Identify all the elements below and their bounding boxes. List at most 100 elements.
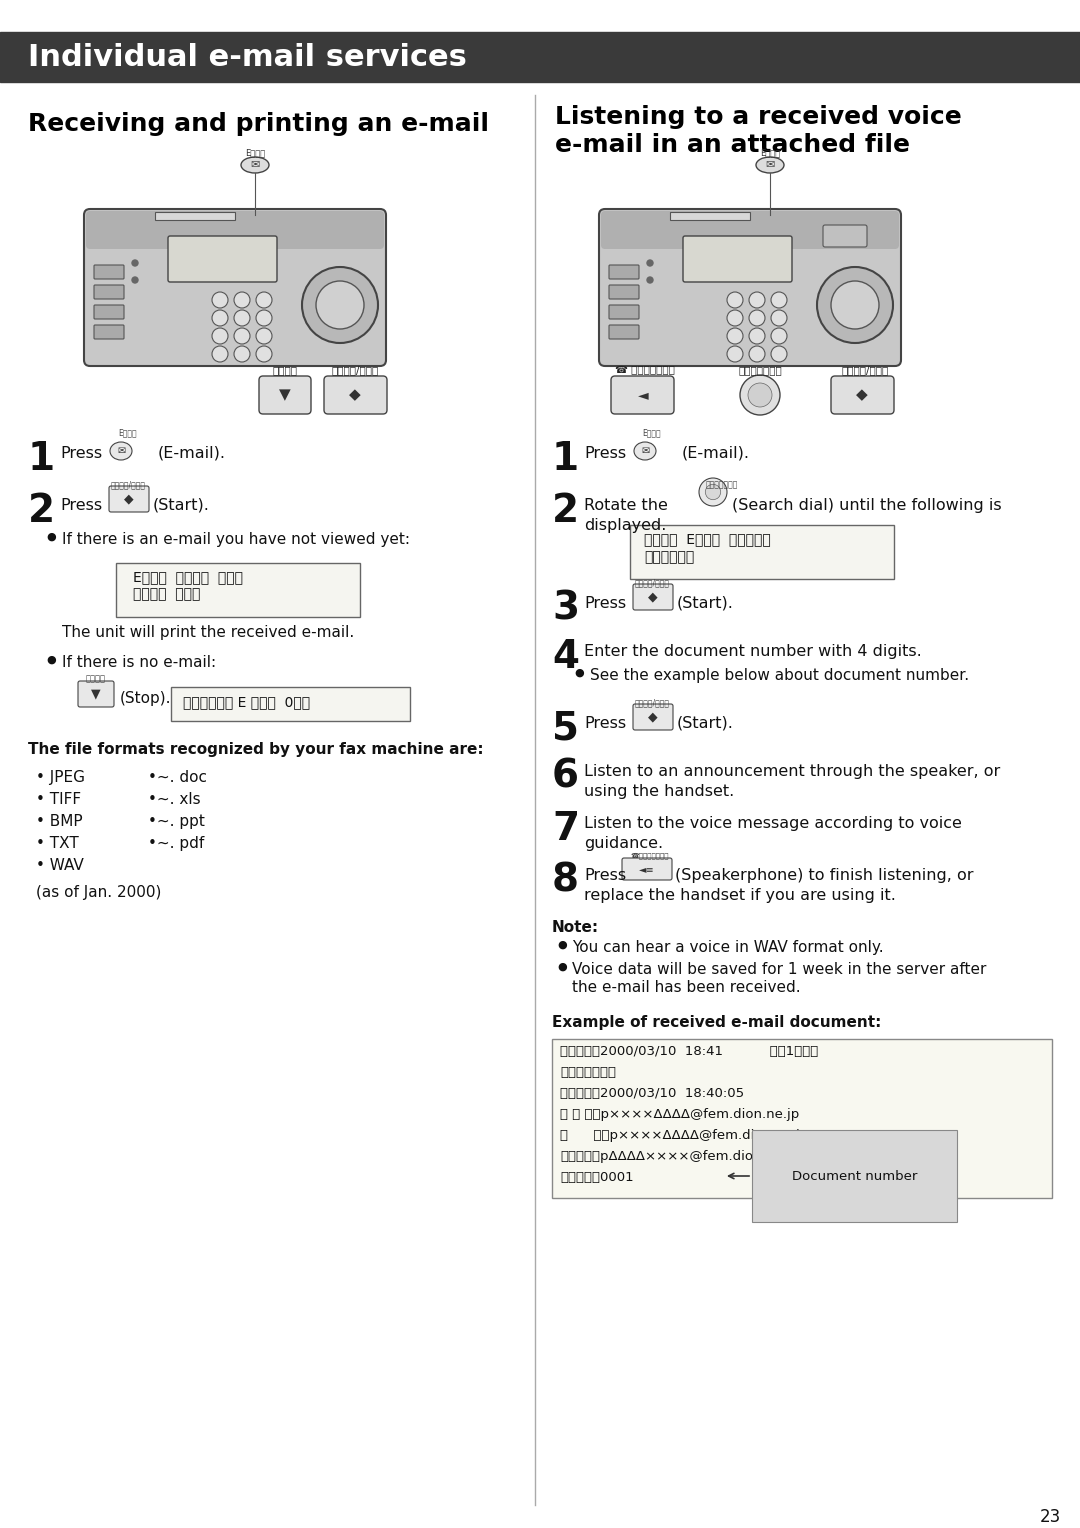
Text: • BMP: • BMP bbox=[36, 814, 83, 830]
Circle shape bbox=[256, 329, 272, 344]
Text: Rotate the: Rotate the bbox=[584, 498, 667, 513]
FancyBboxPatch shape bbox=[609, 264, 639, 280]
Text: ▼: ▼ bbox=[279, 388, 291, 402]
Text: (as of Jan. 2000): (as of Jan. 2000) bbox=[36, 885, 161, 900]
FancyBboxPatch shape bbox=[823, 225, 867, 248]
FancyBboxPatch shape bbox=[633, 704, 673, 730]
FancyBboxPatch shape bbox=[633, 584, 673, 610]
Text: 差 出 人：p××××ΔΔΔΔ@fem.dion.ne.jp: 差 出 人：p××××ΔΔΔΔ@fem.dion.ne.jp bbox=[561, 1108, 799, 1122]
Circle shape bbox=[234, 292, 249, 309]
FancyBboxPatch shape bbox=[630, 526, 894, 579]
Text: ミシ゛ュシン E メール  0ケン: ミシ゛ュシン E メール 0ケン bbox=[183, 695, 310, 709]
Circle shape bbox=[234, 310, 249, 325]
Circle shape bbox=[212, 329, 228, 344]
FancyBboxPatch shape bbox=[94, 264, 124, 280]
Text: スタート/コピー: スタート/コピー bbox=[635, 578, 670, 587]
Circle shape bbox=[727, 310, 743, 325]
Text: Example of received e-mail document:: Example of received e-mail document: bbox=[552, 1015, 881, 1030]
Circle shape bbox=[831, 281, 879, 329]
FancyBboxPatch shape bbox=[609, 286, 639, 299]
Text: ▼: ▼ bbox=[91, 688, 100, 700]
Circle shape bbox=[750, 345, 765, 362]
Text: You can hear a voice in WAV format only.: You can hear a voice in WAV format only. bbox=[572, 940, 883, 955]
Text: オンセイ  Eメール  シ゛ュシン: オンセイ Eメール シ゛ュシン bbox=[644, 532, 771, 545]
Text: Press: Press bbox=[60, 498, 103, 513]
Text: ◆: ◆ bbox=[856, 388, 868, 402]
FancyBboxPatch shape bbox=[94, 286, 124, 299]
Text: 文書番号：0001: 文書番号：0001 bbox=[561, 1170, 634, 1184]
Text: ●: ● bbox=[557, 940, 567, 950]
Text: Press: Press bbox=[60, 446, 103, 461]
Circle shape bbox=[212, 292, 228, 309]
Circle shape bbox=[740, 374, 780, 416]
Text: 宛      先：p××××ΔΔΔΔ@fem.dion.ne.jp: 宛 先：p××××ΔΔΔΔ@fem.dion.ne.jp bbox=[561, 1129, 808, 1141]
FancyBboxPatch shape bbox=[168, 235, 276, 283]
Text: ◆: ◆ bbox=[124, 492, 134, 506]
Circle shape bbox=[750, 292, 765, 309]
Text: ☎ スピーカーホン: ☎ スピーカーホン bbox=[616, 365, 675, 374]
Circle shape bbox=[816, 267, 893, 342]
FancyBboxPatch shape bbox=[831, 376, 894, 414]
Circle shape bbox=[212, 345, 228, 362]
Circle shape bbox=[132, 260, 138, 266]
FancyBboxPatch shape bbox=[611, 376, 674, 414]
Text: 6: 6 bbox=[552, 758, 579, 796]
Text: Receiving and printing an e-mail: Receiving and printing an e-mail bbox=[28, 112, 489, 136]
FancyBboxPatch shape bbox=[600, 211, 899, 249]
Circle shape bbox=[212, 310, 228, 325]
Text: ◆: ◆ bbox=[349, 388, 361, 402]
Text: • WAV: • WAV bbox=[36, 859, 84, 872]
Text: Listen to an announcement through the speaker, or: Listen to an announcement through the sp… bbox=[584, 764, 1000, 779]
Text: ✉: ✉ bbox=[117, 446, 125, 455]
FancyBboxPatch shape bbox=[94, 325, 124, 339]
Circle shape bbox=[234, 345, 249, 362]
Text: 送信日時：2000/03/10  18:40:05: 送信日時：2000/03/10 18:40:05 bbox=[561, 1086, 744, 1100]
Text: ◆: ◆ bbox=[648, 590, 658, 604]
Text: guidance.: guidance. bbox=[584, 836, 663, 851]
FancyBboxPatch shape bbox=[171, 688, 410, 721]
Text: 7: 7 bbox=[552, 810, 579, 848]
Text: Press: Press bbox=[584, 596, 626, 611]
Text: •~. ppt: •~. ppt bbox=[148, 814, 205, 830]
Text: ✉: ✉ bbox=[251, 160, 259, 170]
Text: スタート/コピー: スタート/コピー bbox=[110, 480, 146, 489]
FancyBboxPatch shape bbox=[86, 211, 384, 249]
FancyBboxPatch shape bbox=[84, 209, 386, 367]
Text: ●: ● bbox=[46, 656, 56, 665]
Text: 4: 4 bbox=[552, 639, 579, 675]
Circle shape bbox=[750, 329, 765, 344]
Text: The unit will print the received e-mail.: The unit will print the received e-mail. bbox=[62, 625, 354, 640]
Text: (Speakerphone) to finish listening, or: (Speakerphone) to finish listening, or bbox=[675, 868, 973, 883]
Text: The file formats recognized by your fax machine are:: The file formats recognized by your fax … bbox=[28, 743, 484, 756]
Text: •~. doc: •~. doc bbox=[148, 770, 207, 785]
Text: (Start).: (Start). bbox=[677, 717, 734, 730]
Circle shape bbox=[256, 345, 272, 362]
Text: ◄: ◄ bbox=[637, 388, 648, 402]
FancyBboxPatch shape bbox=[622, 859, 672, 880]
Text: • JPEG: • JPEG bbox=[36, 770, 85, 785]
Circle shape bbox=[647, 277, 653, 283]
Ellipse shape bbox=[634, 442, 656, 460]
Circle shape bbox=[256, 310, 272, 325]
Text: 1: 1 bbox=[28, 440, 55, 478]
Text: ストップ: ストップ bbox=[272, 365, 297, 374]
Bar bbox=[156, 212, 235, 220]
Text: 受信日時：2000/03/10  18:41           合計1ページ: 受信日時：2000/03/10 18:41 合計1ページ bbox=[561, 1045, 819, 1057]
Text: Press: Press bbox=[584, 717, 626, 730]
Circle shape bbox=[771, 329, 787, 344]
Text: Eメール: Eメール bbox=[760, 148, 780, 157]
FancyBboxPatch shape bbox=[78, 681, 114, 707]
Text: If there is an e-mail you have not viewed yet:: If there is an e-mail you have not viewe… bbox=[62, 532, 410, 547]
Ellipse shape bbox=[110, 442, 132, 460]
Text: タイトル：連絡: タイトル：連絡 bbox=[561, 1067, 616, 1079]
FancyBboxPatch shape bbox=[259, 376, 311, 414]
Circle shape bbox=[771, 345, 787, 362]
Text: If there is no e-mail:: If there is no e-mail: bbox=[62, 656, 216, 669]
Text: Document number: Document number bbox=[729, 1169, 917, 1183]
Circle shape bbox=[748, 384, 772, 406]
FancyBboxPatch shape bbox=[94, 306, 124, 319]
Text: 8: 8 bbox=[552, 862, 579, 900]
Text: Listening to a received voice
e-mail in an attached file: Listening to a received voice e-mail in … bbox=[555, 105, 962, 157]
Circle shape bbox=[727, 345, 743, 362]
Circle shape bbox=[771, 310, 787, 325]
